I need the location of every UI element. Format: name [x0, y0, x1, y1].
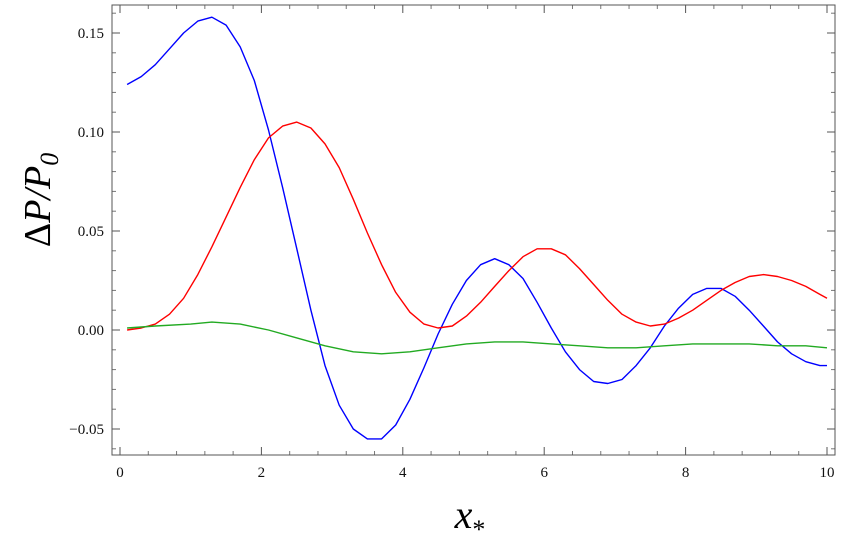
x-tick-label: 0 — [116, 465, 124, 481]
x-tick-label: 6 — [540, 465, 548, 481]
x-tick-label: 4 — [399, 465, 407, 481]
y-axis-title-numerator: P — [17, 200, 59, 224]
series-line-1 — [126, 16, 827, 440]
axis-ticks — [112, 5, 835, 455]
y-axis-title-slash: / — [17, 186, 59, 202]
x-axis-title-subscript: * — [472, 515, 485, 543]
series-lines — [126, 16, 828, 440]
plot-frame — [111, 4, 836, 456]
series-line-3 — [127, 321, 828, 355]
tick-labels: 0 2 4 6 8 10 −0.05 0.00 0.05 0.10 0.15 — [69, 26, 834, 481]
series-line-2 — [127, 121, 828, 331]
y-axis-title: ΔP/P0 — [17, 153, 64, 247]
y-tick-label: −0.05 — [69, 422, 104, 438]
y-tick-label: 0.00 — [78, 323, 104, 339]
x-tick-label: 10 — [820, 465, 835, 481]
y-tick-label: 0.05 — [78, 224, 104, 240]
x-tick-label: 8 — [682, 465, 690, 481]
y-tick-label: 0.10 — [78, 125, 104, 141]
y-axis-title-delta: Δ — [17, 223, 59, 247]
y-axis-title-subscript: 0 — [35, 153, 64, 166]
y-tick-label: 0.15 — [78, 26, 104, 42]
y-axis-title-denominator: P — [17, 166, 59, 190]
x-tick-label: 2 — [258, 465, 266, 481]
x-axis-title: x* — [454, 492, 486, 543]
x-axis-title-main: x — [454, 492, 473, 537]
